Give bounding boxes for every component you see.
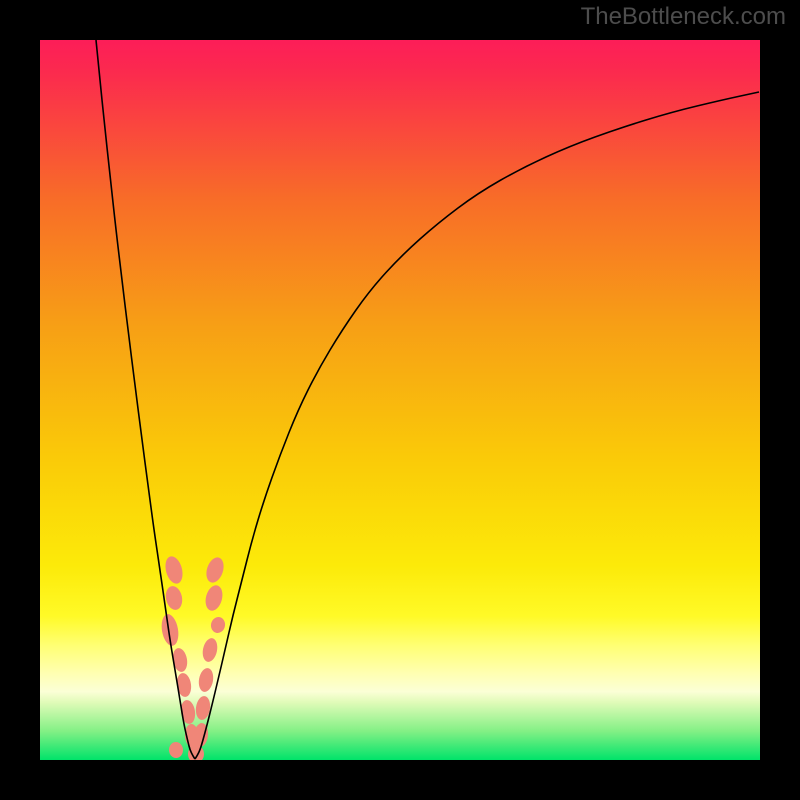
chart-stage: TheBottleneck.com xyxy=(0,0,800,800)
plot-svg xyxy=(40,40,760,760)
plot-area xyxy=(40,40,760,760)
watermark-text: TheBottleneck.com xyxy=(581,3,786,31)
gradient-background xyxy=(40,40,760,760)
